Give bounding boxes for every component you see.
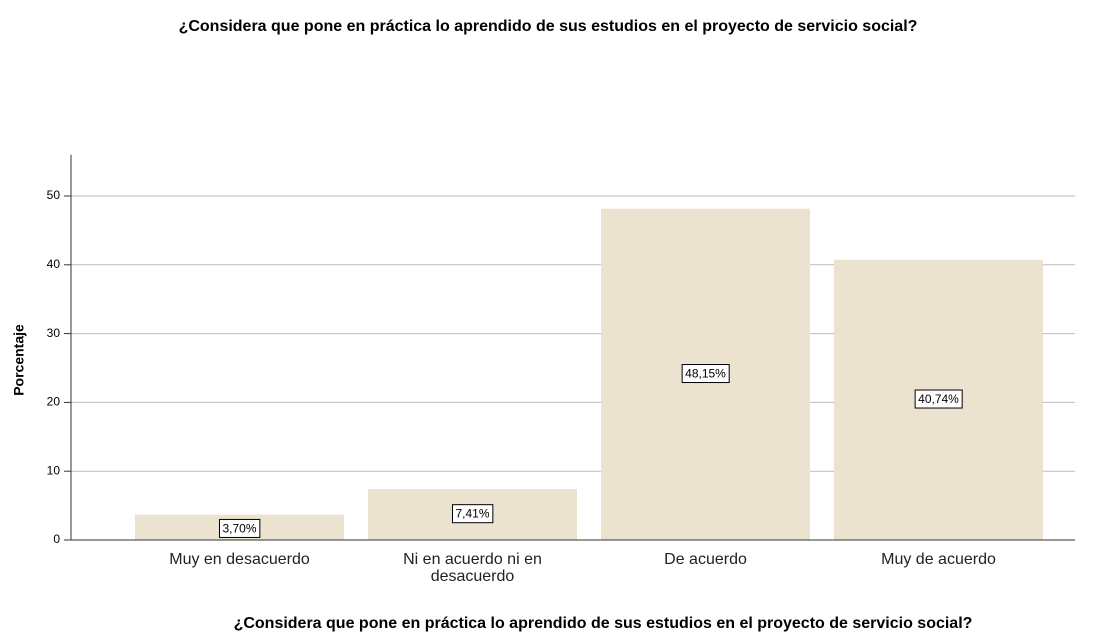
value-label-box	[218, 518, 261, 538]
x-tick-label: Muy en desacuerdo	[169, 551, 310, 568]
value-label-box	[451, 504, 494, 524]
value-label-box	[681, 364, 730, 384]
y-tick-label: 10	[47, 463, 61, 477]
x-axis-label: ¿Considera que pone en práctica lo apren…	[234, 615, 973, 632]
chart-title: ¿Considera que pone en práctica lo apren…	[179, 18, 918, 35]
value-label-box	[914, 389, 963, 409]
value-label: 48,15%	[685, 367, 726, 381]
value-label: 7,41%	[455, 507, 489, 521]
y-tick-label: 20	[47, 395, 61, 409]
y-tick-label: 30	[47, 326, 61, 340]
value-label: 40,74%	[918, 392, 959, 406]
y-tick-label: 40	[47, 257, 61, 271]
y-tick-label: 0	[53, 532, 60, 546]
value-label: 3,70%	[222, 521, 256, 535]
y-axis-label: Porcentaje	[11, 324, 27, 396]
x-tick-label: Muy de acuerdo	[881, 551, 996, 568]
x-tick-label: Ni en acuerdo ni en desacuerdo	[403, 551, 542, 585]
x-tick-label: De acuerdo	[664, 551, 747, 568]
y-tick-label: 50	[47, 188, 61, 202]
